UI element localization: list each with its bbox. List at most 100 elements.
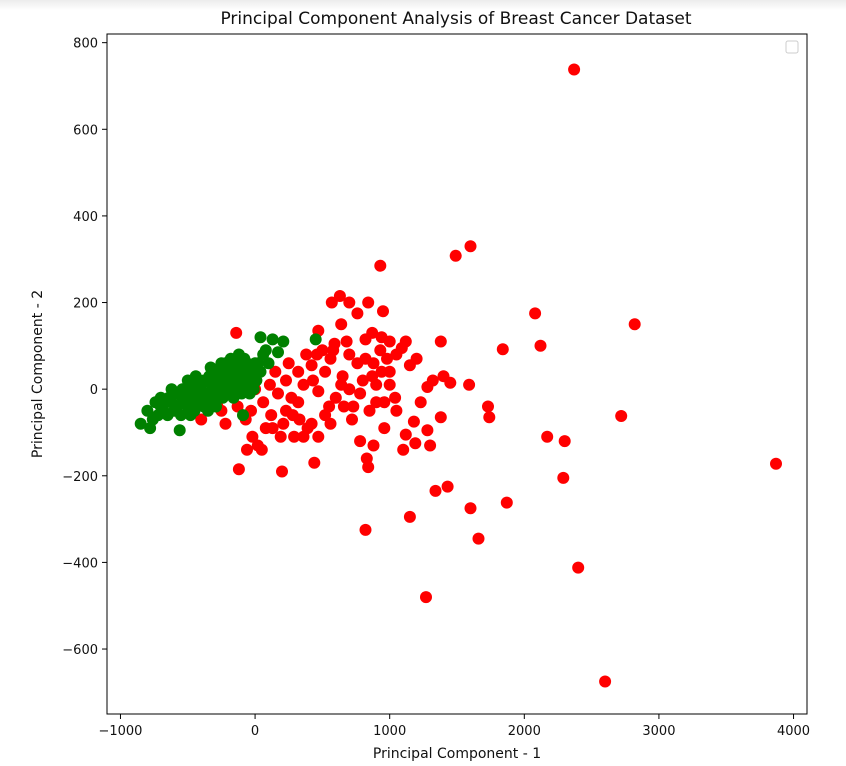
scatter-point-s0-4 (628, 318, 641, 331)
scatter-point-s0-116 (381, 352, 393, 365)
scatter-point-s0-106 (292, 365, 305, 378)
scatter-point-s0-107 (300, 348, 313, 361)
scatter-point-s0-24 (483, 411, 496, 424)
scatter-point-s0-131 (257, 396, 270, 409)
scatter-point-s0-122 (354, 435, 367, 448)
scatter-point-s0-34 (409, 437, 422, 450)
x-tick-label: 3000 (642, 724, 675, 739)
scatter-point-s0-84 (362, 461, 375, 474)
y-tick-label: −400 (62, 556, 98, 571)
scatter-point-s0-126 (312, 430, 325, 443)
scatter-point-s1-0 (134, 417, 147, 430)
scatter-point-s0-115 (374, 344, 387, 357)
scatter-point-s0-134 (219, 417, 232, 430)
scatter-point-s1-45 (266, 333, 279, 346)
scatter-point-s1-90 (249, 357, 262, 370)
y-tick-label: 400 (73, 210, 98, 225)
scatter-point-s0-11 (558, 435, 571, 448)
scatter-point-s0-8 (770, 457, 782, 470)
scatter-point-s1-81 (149, 396, 162, 409)
x-tick-label: 4000 (777, 724, 810, 739)
y-axis-label: Principal Component - 2 (30, 290, 46, 458)
scatter-point-s0-99 (288, 430, 301, 443)
scatter-point-s0-2 (449, 249, 462, 262)
scatter-point-s0-92 (329, 391, 342, 404)
scatter-point-s0-102 (251, 439, 264, 452)
scatter-point-s0-50 (351, 307, 364, 320)
y-tick-label: 200 (73, 297, 98, 312)
scatter-point-s1-88 (232, 365, 245, 378)
scatter-point-s0-109 (319, 365, 332, 378)
scatter-point-s0-41 (410, 352, 423, 365)
x-tick-label: 0 (251, 724, 259, 739)
scatter-point-s0-9 (615, 410, 628, 422)
plot-frame (106, 33, 808, 715)
scatter-point-s0-10 (541, 430, 554, 443)
scatter-point-s0-26 (434, 335, 447, 348)
scatter-point-s0-121 (389, 391, 402, 404)
scatter-point-s0-75 (241, 443, 253, 456)
scatter-point-s0-68 (280, 374, 292, 387)
scatter-point-s0-12 (557, 471, 570, 484)
scatter-point-s1-100 (243, 387, 256, 400)
y-tick-label: −600 (62, 643, 98, 658)
scatter-point-s0-140 (356, 374, 369, 387)
scatter-point-s1-102 (192, 396, 205, 409)
x-tick-label: 1000 (373, 724, 406, 739)
scatter-point-s0-13 (500, 496, 513, 509)
x-axis-label: Principal Component - 1 (373, 746, 541, 762)
scatter-point-s0-128 (293, 413, 306, 426)
scatter-point-s0-14 (464, 502, 477, 515)
scatter-point-s0-86 (378, 422, 391, 435)
scatter-point-s0-19 (359, 523, 372, 536)
scatter-point-s0-129 (280, 404, 292, 417)
y-tick-label: 0 (90, 383, 98, 398)
legend-box (785, 40, 799, 54)
scatter-point-s0-81 (276, 465, 288, 478)
scatter-point-s0-135 (195, 413, 208, 426)
scatter-point-s0-39 (390, 404, 403, 417)
scatter-point-s0-67 (285, 391, 298, 404)
scatter-point-s0-21 (420, 591, 432, 604)
scatter-point-s0-74 (246, 430, 259, 443)
chart-title: Principal Component Analysis of Breast C… (220, 9, 691, 29)
scatter-point-s0-111 (343, 348, 356, 361)
scatter-point-s0-37 (407, 415, 420, 428)
scatter-point-s1-49 (309, 333, 322, 346)
x-axis-ticks: −1000 0 1000 2000 3000 4000 (98, 714, 810, 739)
scatter-point-s0-66 (277, 417, 290, 430)
scatter-point-s0-119 (383, 378, 396, 391)
scatter-point-s0-123 (347, 400, 360, 413)
scatter-point-s0-31 (434, 411, 447, 424)
scatter-point-s0-114 (367, 357, 380, 370)
scatter-point-s0-110 (327, 344, 340, 357)
y-tick-label: −200 (62, 470, 98, 485)
scatter-point-s0-96 (319, 409, 332, 422)
scatter-point-s0-54 (377, 305, 389, 318)
scatter-point-s1-44 (262, 357, 275, 370)
scatter-point-s0-3 (374, 259, 387, 272)
scatter-point-s0-44 (390, 348, 403, 361)
scatter-point-s0-33 (424, 439, 437, 452)
scatter-point-s0-124 (335, 378, 348, 391)
y-axis-ticks: −600 −400 −200 0 200 400 600 800 (62, 37, 107, 658)
scatter-point-s0-82 (308, 456, 321, 469)
scatter-point-s0-69 (269, 365, 282, 378)
scatter-point-s0-47 (375, 331, 388, 344)
scatter-point-s0-20 (572, 561, 585, 574)
scatter-point-s0-0 (568, 63, 581, 76)
scatter-point-s1-104 (210, 400, 222, 413)
scatter-point-s0-88 (363, 404, 376, 417)
scatter-point-s0-141 (366, 370, 379, 383)
scatter-point-s0-70 (272, 387, 284, 400)
scatter-point-s1-46 (254, 331, 267, 344)
scatter-point-s0-16 (441, 480, 454, 493)
scatter-point-s0-36 (399, 428, 412, 441)
x-tick-label: 2000 (508, 724, 541, 739)
scatter-point-s0-1 (464, 240, 477, 253)
scatter-point-s1-11 (173, 424, 186, 437)
scatter-point-s0-49 (343, 296, 356, 309)
scatter-point-s0-25 (463, 378, 476, 391)
scatter-point-s0-100 (274, 430, 287, 443)
scatter-point-s0-80 (232, 463, 245, 476)
